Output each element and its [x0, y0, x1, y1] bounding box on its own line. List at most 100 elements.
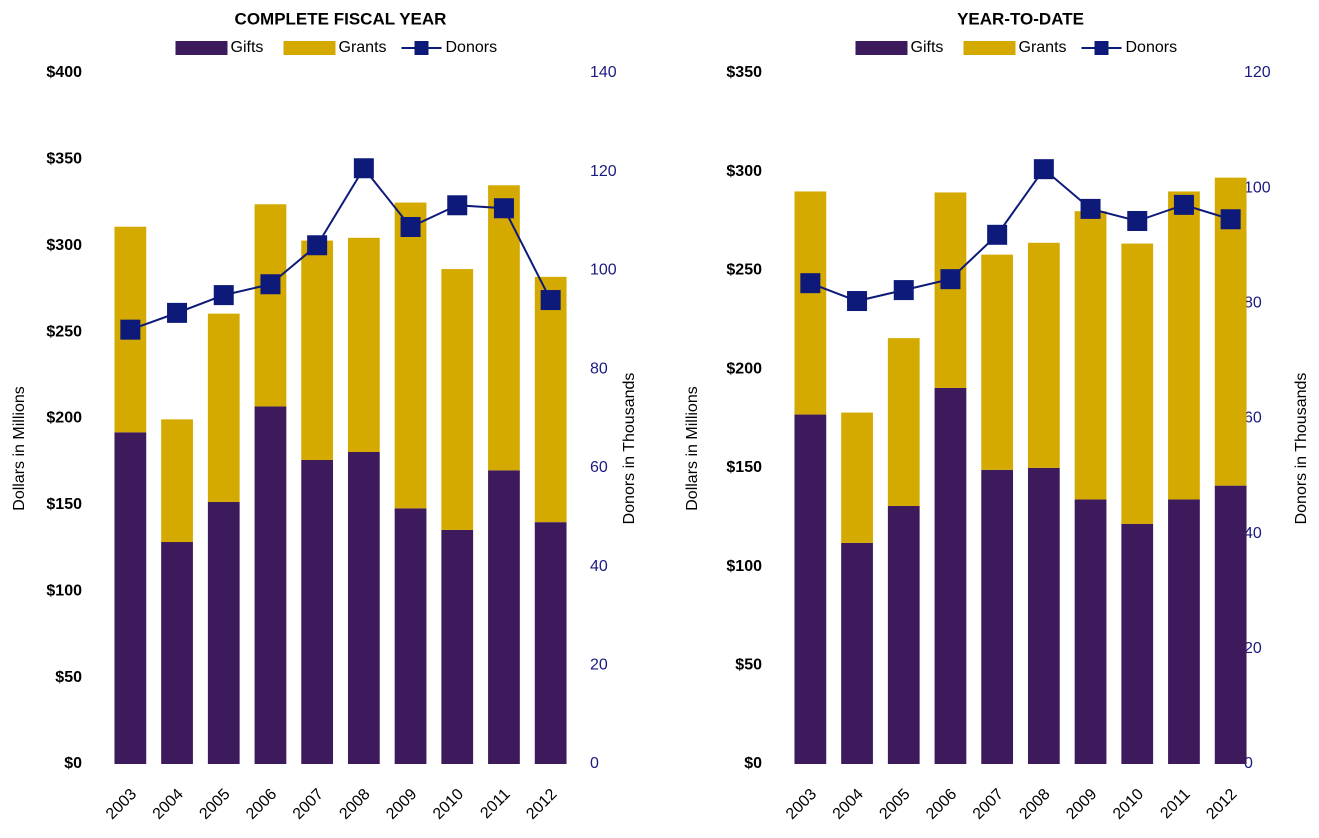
x-tick-label: 2011 [477, 786, 513, 822]
bar-segment [1168, 499, 1200, 764]
donor-marker [120, 319, 141, 340]
bar-segment [488, 470, 520, 764]
y2-tick-label: 120 [590, 163, 617, 180]
y2-tick-label: 100 [1244, 179, 1271, 196]
donor-marker [1080, 198, 1101, 219]
donor-marker [1173, 194, 1194, 215]
donor-marker [213, 285, 234, 306]
y2-tick-label: 0 [590, 755, 599, 772]
bar-segment [254, 406, 287, 764]
donor-marker [307, 235, 328, 256]
bar-segment [441, 269, 474, 530]
bar-segment [534, 276, 567, 523]
donor-marker [493, 198, 514, 219]
y-tick-label: $100 [46, 582, 82, 599]
legend-label: Gifts [231, 39, 264, 56]
legend-label: Grants [339, 39, 387, 56]
bar-segment [488, 185, 520, 471]
y2-tick-label: 0 [1244, 755, 1253, 772]
y-tick-label: $200 [726, 360, 762, 377]
x-tick-label: 2006 [923, 786, 960, 823]
y2-tick-label: 120 [1244, 64, 1271, 81]
donor-marker [1033, 159, 1054, 180]
bar-segment [441, 529, 474, 764]
bar-segment [887, 338, 920, 506]
bar-segment [347, 452, 380, 764]
y2-tick-label: 80 [590, 360, 608, 377]
donor-marker [987, 224, 1008, 245]
chart: YEAR-TO-DATE Gifts Grants Donors $0 $50 $100 $1… [684, 9, 1310, 823]
x-tick-label: 2007 [290, 786, 327, 823]
x-tick-label: 2006 [243, 786, 280, 823]
y2-tick-label: 40 [1244, 525, 1262, 542]
legend-marker [1094, 41, 1109, 55]
x-tick-label: 2009 [383, 786, 420, 823]
donor-marker [400, 216, 421, 237]
donor-marker [540, 290, 561, 311]
y2-tick-label: 20 [1244, 640, 1262, 657]
bar-segment [534, 522, 567, 764]
y-tick-label: $50 [55, 669, 82, 686]
x-tick-label: 2010 [430, 786, 467, 823]
donor-marker [893, 280, 914, 301]
bar-segment [934, 192, 967, 388]
legend-swatch [175, 41, 228, 55]
y-tick-label: $300 [726, 163, 762, 180]
bar-segment [207, 501, 240, 764]
x-tick-label: 2008 [336, 786, 373, 823]
bar-segment [841, 412, 873, 543]
bar-segment [347, 237, 380, 453]
y-tick-label: $0 [744, 755, 762, 772]
donor-marker [940, 269, 961, 290]
bar-segment [1121, 243, 1154, 524]
y-tick-label: $50 [735, 657, 762, 674]
donor-marker [1127, 210, 1148, 231]
y-tick-label: $300 [46, 237, 82, 254]
bar-segment [981, 254, 1014, 470]
y-tick-label: $150 [726, 459, 762, 476]
donor-marker [447, 195, 468, 216]
y2-tick-label: 100 [590, 262, 617, 279]
x-tick-label: 2012 [523, 786, 560, 823]
y2-tick-label: 60 [1244, 410, 1262, 427]
donor-marker [800, 273, 821, 294]
donor-marker [353, 158, 374, 179]
x-tick-label: 2003 [783, 786, 820, 823]
bar-segment [794, 414, 827, 764]
legend-swatch [963, 41, 1016, 55]
y2-axis-label: Donors in Thousands [1293, 373, 1310, 525]
x-tick-label: 2010 [1110, 786, 1147, 823]
x-tick-label: 2004 [150, 786, 187, 823]
donor-marker [847, 291, 868, 312]
bar-segment [207, 313, 240, 502]
y2-tick-label: 140 [590, 64, 617, 81]
legend-swatch [283, 41, 336, 55]
bar-segment [1074, 211, 1107, 500]
x-tick-label: 2008 [1016, 786, 1053, 823]
x-tick-label: 2007 [970, 786, 1007, 823]
bar-segment [1121, 523, 1154, 764]
legend-label: Grants [1019, 39, 1067, 56]
bar-segment [301, 459, 334, 764]
donor-marker [167, 302, 188, 323]
bar-segment [301, 240, 334, 460]
y2-tick-label: 80 [1244, 295, 1262, 312]
legend-label: Donors [446, 39, 498, 56]
bar-segment [114, 432, 147, 764]
x-tick-label: 2004 [830, 786, 867, 823]
y-tick-label: $350 [46, 151, 82, 168]
bar-segment [1214, 485, 1247, 764]
y2-tick-label: 60 [590, 459, 608, 476]
bar-segment [394, 202, 427, 509]
chart: COMPLETE FISCAL YEAR Gifts Grants Donors $0 $… [11, 9, 638, 823]
x-tick-label: 2005 [196, 786, 233, 823]
bar-segment [254, 204, 287, 407]
donor-line [130, 166, 552, 331]
y-tick-label: $200 [46, 410, 82, 427]
bar-segment [161, 419, 193, 543]
bar-segment [841, 542, 873, 764]
y-tick-label: $0 [64, 755, 82, 772]
x-tick-label: 2009 [1063, 786, 1100, 823]
chart-title: YEAR-TO-DATE [957, 9, 1084, 28]
